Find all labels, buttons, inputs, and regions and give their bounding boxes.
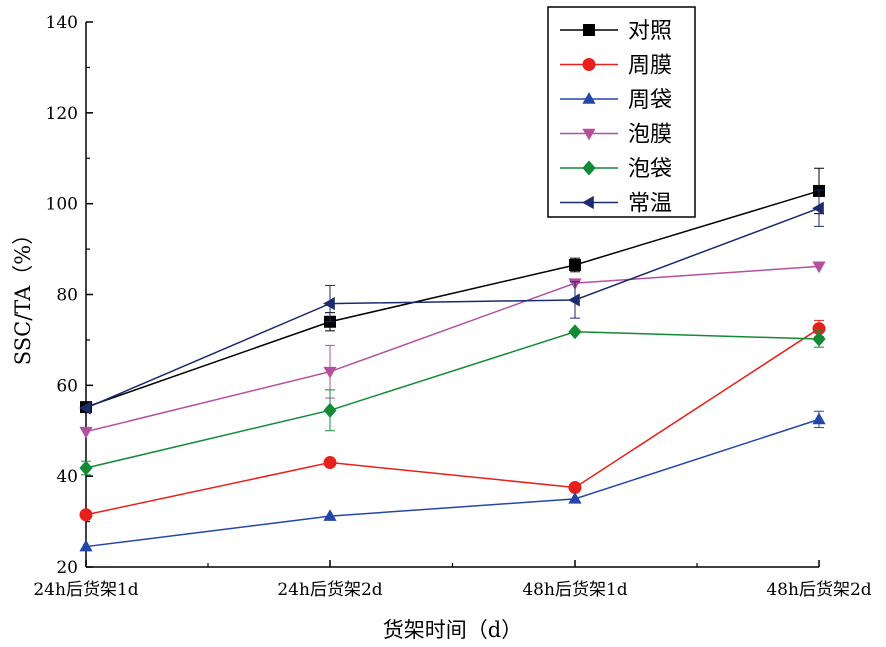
series-0 [80,167,825,414]
series-line [85,327,820,516]
data-point [568,324,582,340]
y-tick-label: 120 [46,104,78,124]
series-2 [79,410,826,552]
legend-marker [582,195,594,210]
series-line [85,265,820,433]
data-point [323,296,335,311]
y-tick-label: 40 [56,467,78,487]
y-tick-label: 20 [56,558,78,578]
axes: 20 40 60 80 100 120 140 24h后货架1d 24h后货架2d 48h后货架1… [11,13,872,642]
legend-label: 周膜 [628,54,672,79]
legend-marker [582,160,596,176]
legend-item: 泡袋 [560,157,672,182]
data-point [568,293,580,307]
legend-label: 对照 [628,19,672,44]
y-axis-title: SSC/TA（%） [11,224,35,366]
data-point [323,366,337,379]
x-tick-label: 24h后货架2d [277,580,382,600]
data-point [79,426,93,439]
y-tick-label: 100 [46,195,78,215]
series-group [79,167,826,552]
legend-label: 泡膜 [628,123,672,148]
series-1 [79,319,826,522]
data-point [568,491,582,504]
series-3 [79,261,826,439]
data-point [812,201,824,215]
legend-box [547,6,696,218]
series-line [85,190,820,408]
data-point [568,481,582,495]
legend-marker [582,58,596,71]
data-point [79,539,93,552]
series-line [85,330,820,469]
legend-label: 泡袋 [628,157,672,182]
legend-item: 对照 [560,19,672,44]
data-point [323,509,337,521]
y-tick-label: 140 [46,13,78,33]
legend-label: 周袋 [628,88,672,113]
data-point [812,331,826,347]
data-point [569,258,581,271]
data-point [812,412,826,425]
series-line [85,207,820,409]
data-point [79,460,93,476]
data-point [323,402,337,418]
x-tick-label: 24h后货架1d [33,580,138,600]
legend-item: 周膜 [560,54,672,79]
y-tick-label: 60 [56,376,78,396]
series-4 [79,324,826,476]
data-point [812,261,826,274]
legend-marker [583,24,595,36]
y-tick-label: 80 [56,286,78,306]
legend-label: 常温 [628,192,672,217]
x-tick-label: 48h后货架2d [766,580,871,600]
x-axis-title: 货架时间（d） [383,618,522,642]
series-line [85,418,820,548]
x-tick-label: 48h后货架1d [522,580,627,600]
legend-item: 周袋 [560,88,672,113]
legend-marker [582,92,596,104]
data-point [812,322,826,336]
data-point [79,508,93,522]
legend-item: 泡膜 [560,123,672,148]
legend-marker [582,128,596,141]
series-5 [79,189,824,415]
data-point [79,401,91,415]
legend-item: 常温 [560,192,672,217]
data-point [323,456,337,470]
